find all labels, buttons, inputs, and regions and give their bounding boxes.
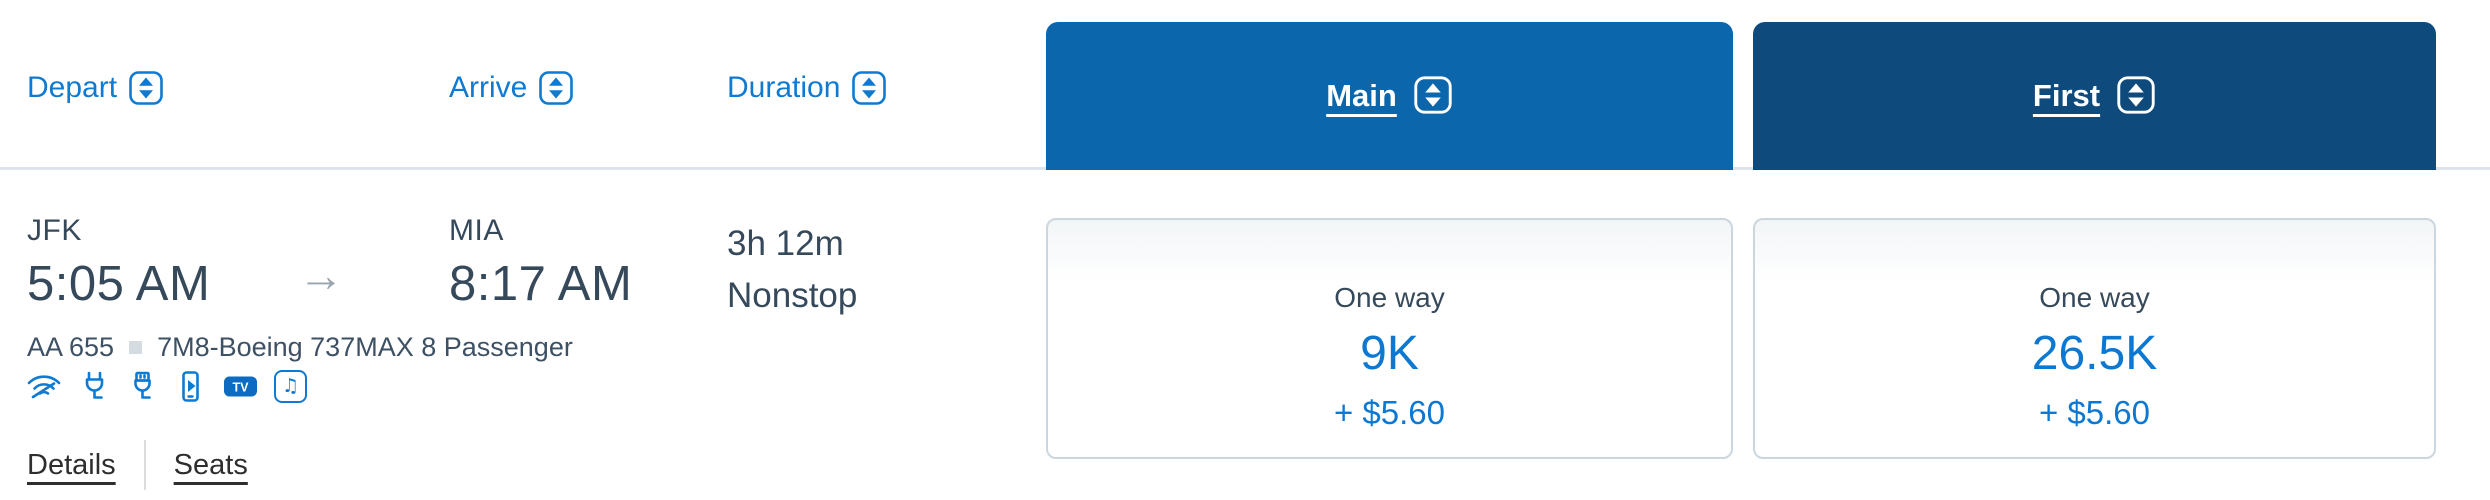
seats-link[interactable]: Seats [173,448,248,481]
sort-duration-button[interactable]: Duration [727,70,887,106]
link-divider [143,440,146,490]
sort-duration-label: Duration [727,71,841,104]
destination-airport-code: MIA [449,214,504,247]
amenities-row: TV ♫ [25,370,307,403]
flight-info-line: AA 655 7M8-Boeing 737MAX 8 Passenger [27,332,573,363]
sort-arrive-button[interactable]: Arrive [449,70,574,106]
sort-depart-label: Depart [27,71,118,104]
power-icon [78,370,111,403]
flight-number: AA 655 [27,332,115,362]
wifi-icon [25,370,63,403]
square-separator-icon [129,341,143,354]
fare-card-main[interactable]: One way 9K + $5.60 [1046,218,1733,459]
cabin-first-sort-button[interactable]: First [1753,22,2436,170]
results-header: Depart Arrive Duration Main First [0,0,2490,170]
tv-icon-label: TV [233,381,250,395]
arrival-segment: MIA 8:17 AM [449,214,632,312]
sort-updown-icon [1413,75,1453,118]
cabin-first-label: First [2032,78,2101,113]
cabin-main-sort-button[interactable]: Main [1046,22,1733,170]
fare-card-first[interactable]: One way 26.5K + $5.60 [1753,218,2436,459]
trip-type-label: One way [1334,282,1445,313]
fare-taxes: + $5.60 [1333,394,1446,431]
arrival-time: 8:17 AM [449,257,633,311]
usb-icon [126,370,159,403]
fare-miles: 26.5K [2031,327,2158,380]
flight-row: JFK 5:05 AM → MIA 8:17 AM 3h 12m Nonstop… [0,170,2490,497]
sort-depart-button[interactable]: Depart [27,70,164,106]
fare-miles: 9K [1360,327,1419,380]
flight-duration: 3h 12m [727,224,844,263]
sort-arrive-label: Arrive [449,71,528,104]
sort-updown-icon [2116,75,2156,118]
duration-column: 3h 12m Nonstop [727,218,857,322]
origin-airport-code: JFK [27,214,82,247]
music-icon: ♫ [274,370,307,403]
row-links: Details Seats [27,440,248,490]
fare-taxes: + $5.60 [2038,394,2151,431]
entertainment-icon [174,370,207,403]
trip-type-label: One way [2039,282,2150,313]
departure-time: 5:05 AM [27,257,211,311]
live-tv-icon: TV [222,370,259,403]
details-link[interactable]: Details [27,448,116,481]
departure-segment: JFK 5:05 AM [27,214,210,312]
sort-updown-icon [851,70,887,106]
flight-direction-arrow-icon: → [298,249,344,301]
flight-stops: Nonstop [727,276,858,315]
sort-updown-icon [538,70,574,106]
sort-updown-icon [128,70,164,106]
cabin-main-label: Main [1326,78,1397,113]
aircraft-type: 7M8-Boeing 737MAX 8 Passenger [157,332,573,362]
